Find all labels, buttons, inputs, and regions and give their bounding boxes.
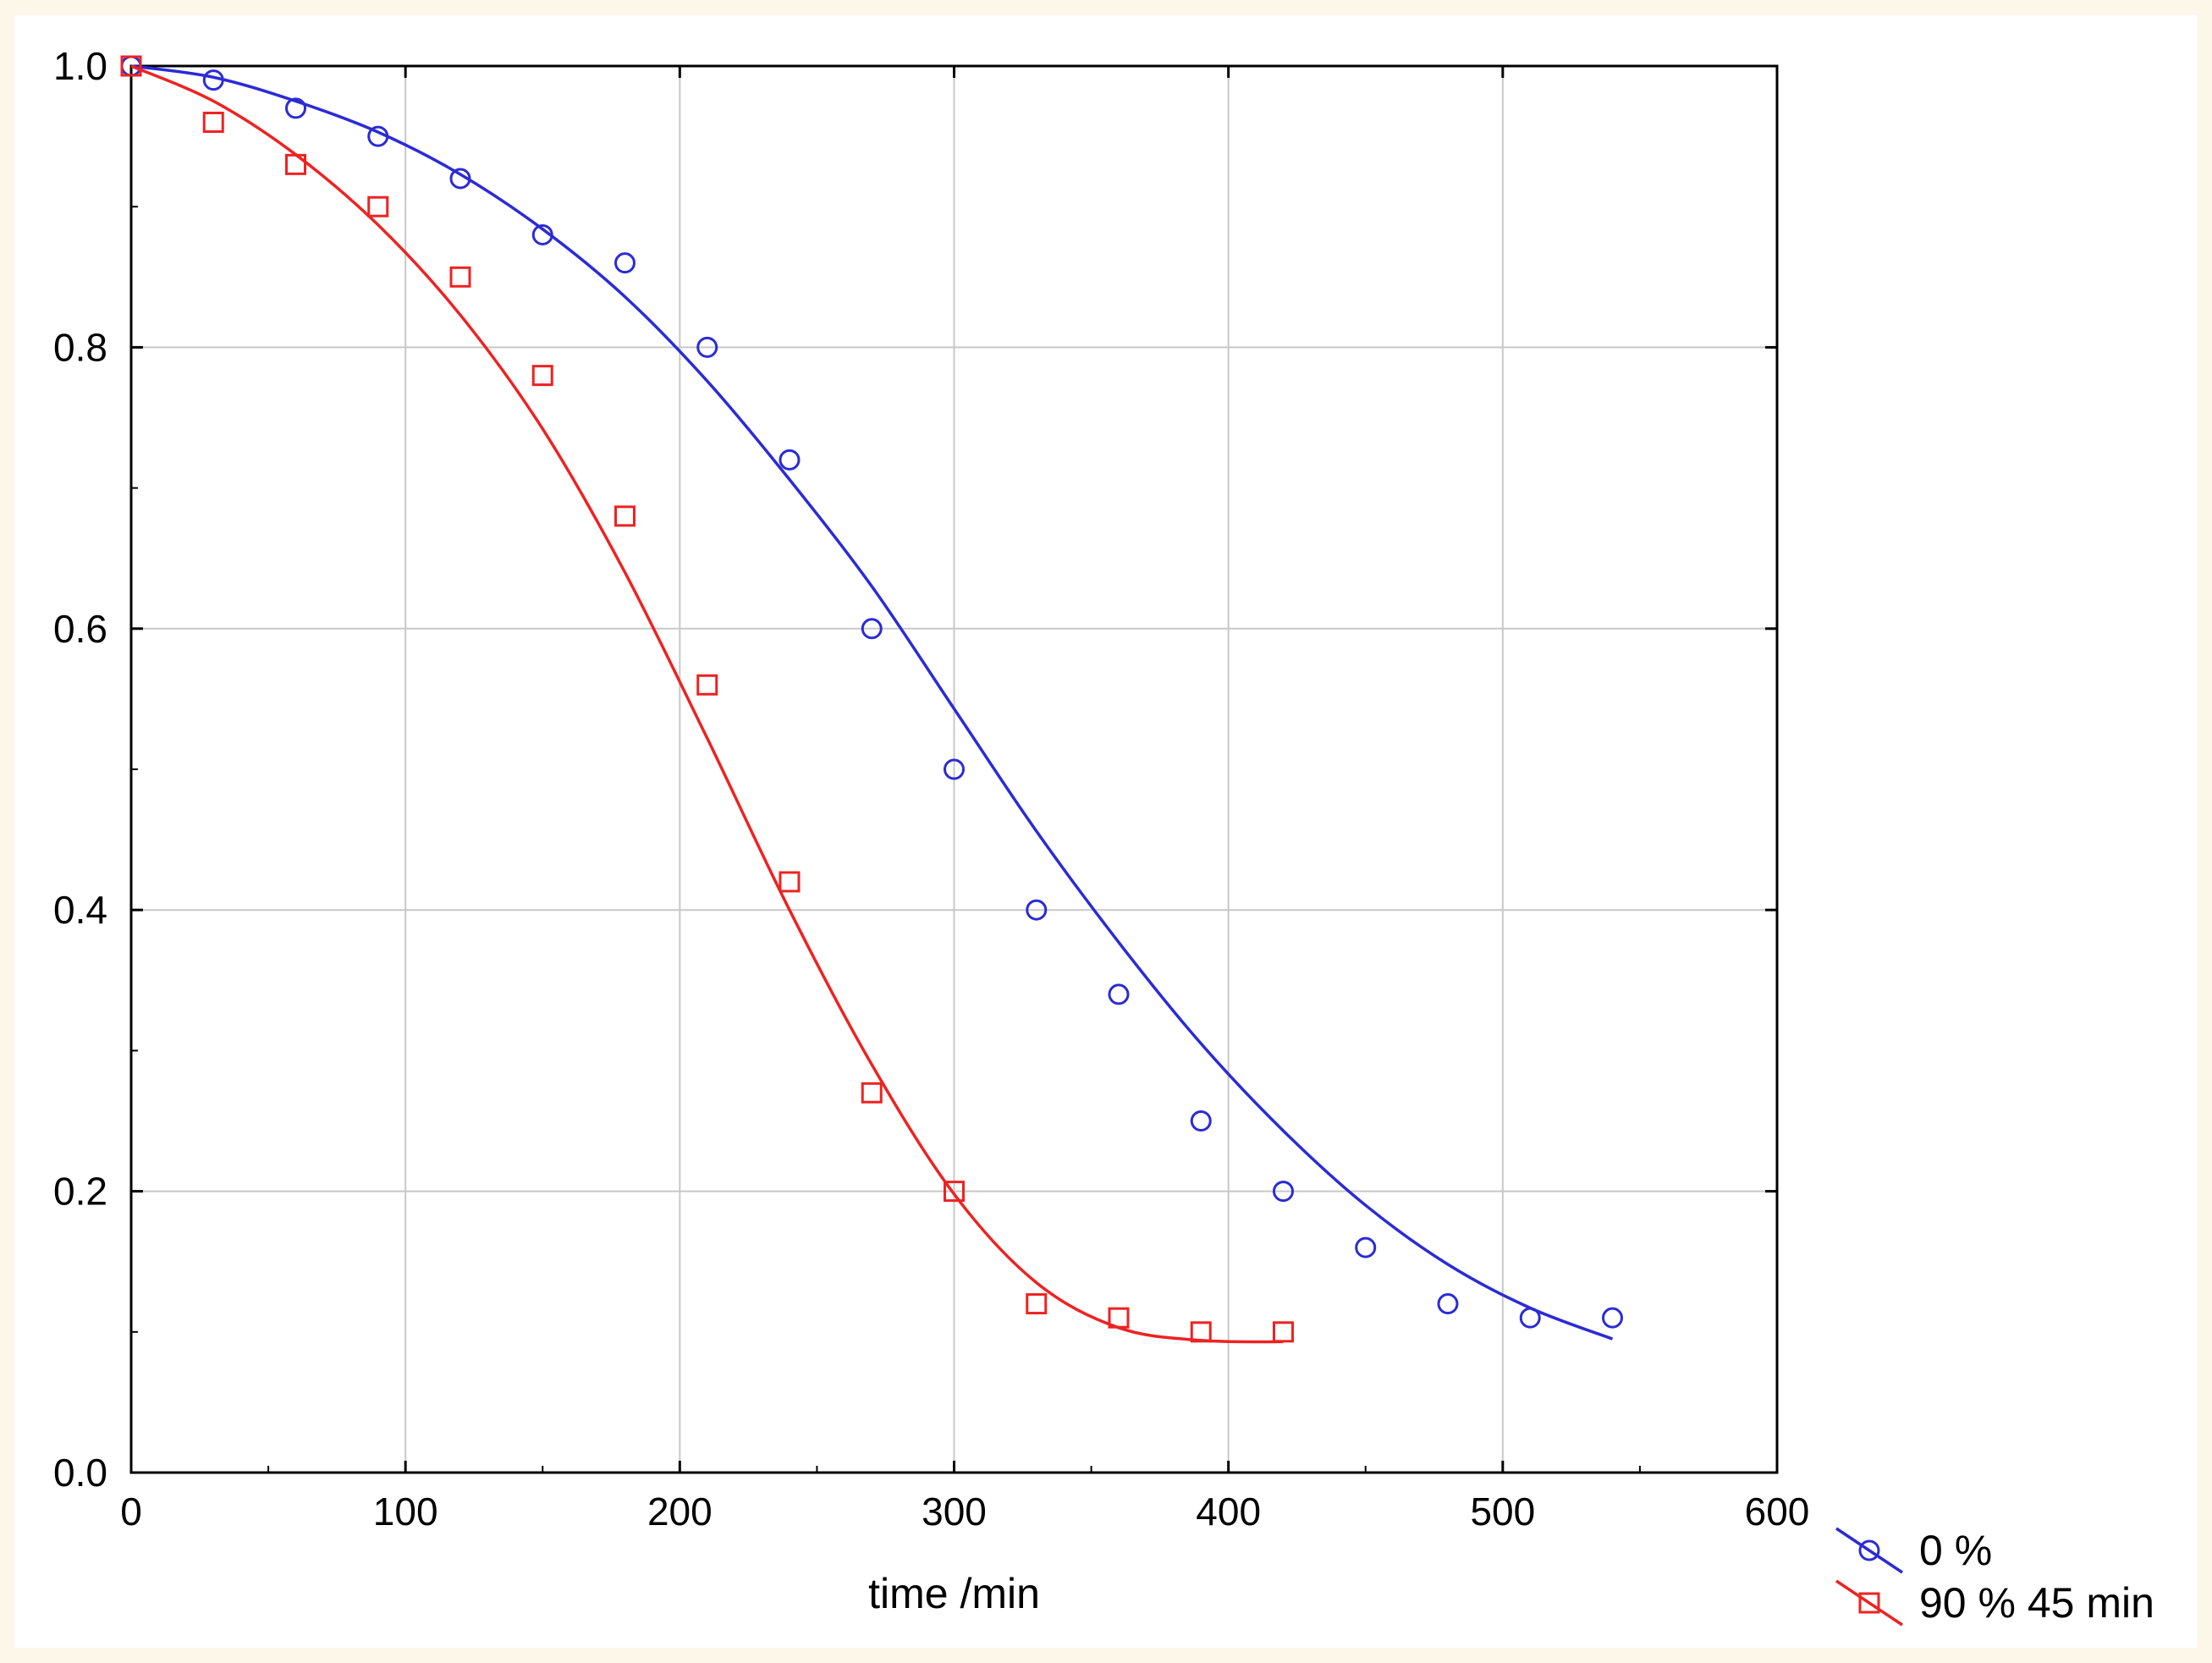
data-point [202, 69, 224, 91]
data-point [1026, 1293, 1048, 1315]
data-point [449, 266, 471, 288]
data-point [779, 871, 801, 893]
legend-line [1835, 1527, 1903, 1574]
data-point [202, 111, 224, 133]
data-point [1602, 1307, 1623, 1329]
data-point [1108, 983, 1130, 1005]
data-point [531, 365, 553, 387]
legend-label: 0 % [1919, 1527, 1992, 1574]
y-tick-label: 1.0 [53, 44, 107, 88]
y-tick-label: 0.4 [53, 888, 107, 932]
y-tick-label: 0.6 [53, 607, 107, 651]
x-tick-labels: 0 100 200 300 400 500 600 [120, 1490, 1809, 1534]
x-axis-title: time /min [868, 1570, 1040, 1617]
data-point [1108, 1307, 1130, 1329]
x-tick-label: 400 [1196, 1490, 1261, 1534]
data-point [285, 97, 306, 119]
data-point [1519, 1307, 1541, 1329]
data-point [1355, 1236, 1377, 1258]
data-point [531, 223, 553, 245]
data-point [614, 505, 636, 527]
y-tick-label: 0.8 [53, 325, 107, 369]
grid-lines [131, 66, 1777, 1473]
data-point [944, 1181, 965, 1203]
data-point [1273, 1321, 1294, 1343]
legend-marker [1858, 1539, 1880, 1561]
data-point [696, 674, 718, 696]
x-tick-label: 100 [373, 1490, 438, 1534]
data-point [696, 336, 718, 358]
x-tick-label: 600 [1745, 1490, 1810, 1534]
data-point [367, 195, 389, 218]
data-point [285, 153, 306, 175]
x-tick-label: 0 [120, 1490, 142, 1534]
legend: 0 % 90 % 45 min [1835, 1527, 2154, 1627]
data-point [1273, 1181, 1294, 1203]
data-point [614, 252, 636, 274]
x-tick-label: 500 [1470, 1490, 1535, 1534]
data-point [944, 758, 965, 780]
data-point [861, 618, 883, 640]
data-point [120, 55, 142, 77]
legend-label: 90 % 45 min [1919, 1579, 2154, 1627]
y-tick-label: 0.0 [53, 1451, 107, 1495]
data-point [1437, 1293, 1459, 1315]
data-point [1190, 1110, 1212, 1132]
legend-marker [1858, 1592, 1880, 1614]
legend-line [1835, 1579, 1903, 1627]
y-tick-labels: 0.0 0.2 0.4 0.6 0.8 1.0 [53, 44, 107, 1495]
series-ninety-percent [120, 55, 1294, 1344]
data-point [1190, 1321, 1212, 1343]
axis-ticks [129, 64, 1779, 1474]
data-point [779, 449, 801, 471]
data-point [367, 125, 389, 147]
x-tick-label: 200 [647, 1490, 713, 1534]
data-point [449, 168, 471, 190]
data-point [861, 1082, 883, 1104]
x-tick-label: 300 [922, 1490, 987, 1534]
series-zero-percent [120, 55, 1623, 1341]
fit-curve [130, 64, 1284, 1344]
y-tick-label: 0.2 [53, 1170, 107, 1214]
data-point [1026, 899, 1048, 921]
fit-curve [130, 64, 1614, 1341]
